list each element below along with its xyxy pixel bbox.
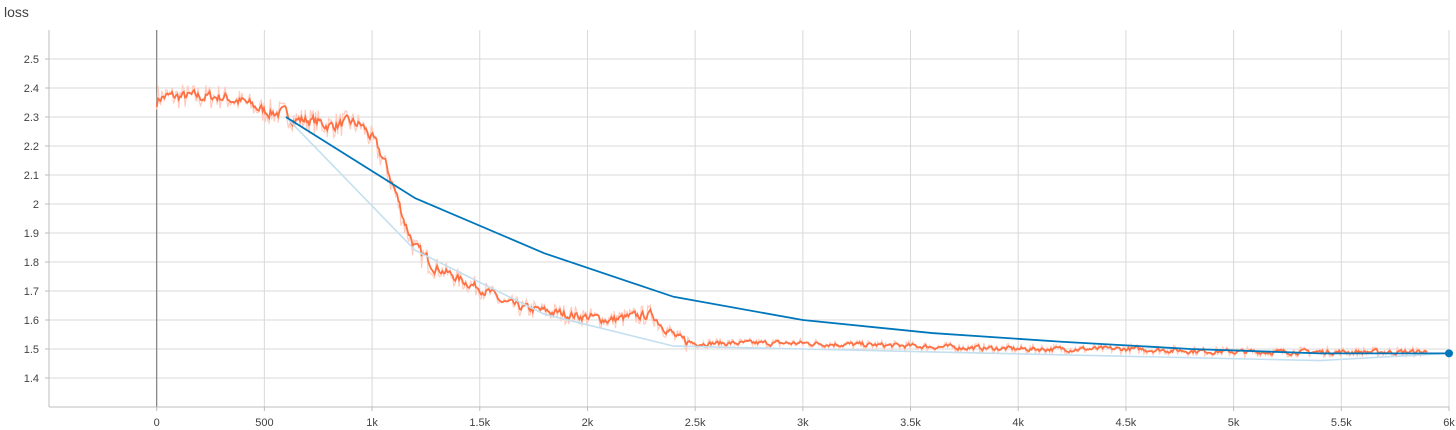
y-tick-labels: 1.4 1.5 1.6 1.7 1.8 1.9 2 2.1 2.2 2.3 2.4 2.5 — [24, 54, 39, 385]
series-2-line — [285, 116, 1449, 355]
grid — [49, 30, 1450, 407]
series-1-raw-line — [156, 83, 1428, 360]
x-tick-label: 0 — [154, 417, 160, 429]
x-tick-label: 3.5k — [900, 417, 921, 429]
x-tick-label: 2.5k — [685, 417, 706, 429]
y-tick-label: 2 — [33, 199, 39, 211]
y-tick-label: 1.4 — [24, 373, 39, 385]
x-tick-label: 5k — [1228, 417, 1240, 429]
series-1-line — [155, 88, 1428, 357]
y-tick-label: 1.6 — [24, 315, 39, 327]
axes — [45, 30, 1450, 411]
x-tick-label: 500 — [255, 417, 273, 429]
x-tick-labels: 0 500 1k 1.5k 2k 2.5k 3k 3.5k 4k 4.5k 5k 5.5k 6k — [154, 417, 1456, 429]
y-tick-label: 1.5 — [24, 344, 39, 356]
series — [155, 83, 1453, 362]
series-2-raw-line — [285, 116, 1450, 362]
y-tick-label: 2.5 — [24, 54, 39, 66]
y-tick-label: 2.3 — [24, 112, 39, 124]
x-tick-label: 4.5k — [1116, 417, 1137, 429]
series-2-point — [1445, 349, 1453, 358]
chart-title: loss — [4, 4, 29, 20]
x-tick-label: 6k — [1443, 417, 1455, 429]
x-tick-label: 3k — [797, 417, 809, 429]
y-tick-label: 1.8 — [24, 257, 39, 269]
y-tick-label: 2.4 — [24, 83, 39, 95]
x-tick-label: 2k — [582, 417, 594, 429]
y-tick-label: 2.2 — [24, 141, 39, 153]
x-tick-label: 1.5k — [469, 417, 490, 429]
x-tick-label: 5.5k — [1331, 417, 1352, 429]
y-tick-label: 1.9 — [24, 228, 39, 240]
x-tick-label: 4k — [1012, 417, 1024, 429]
x-tick-label: 1k — [366, 417, 378, 429]
y-tick-label: 2.1 — [24, 170, 39, 182]
y-tick-label: 1.7 — [24, 286, 39, 298]
